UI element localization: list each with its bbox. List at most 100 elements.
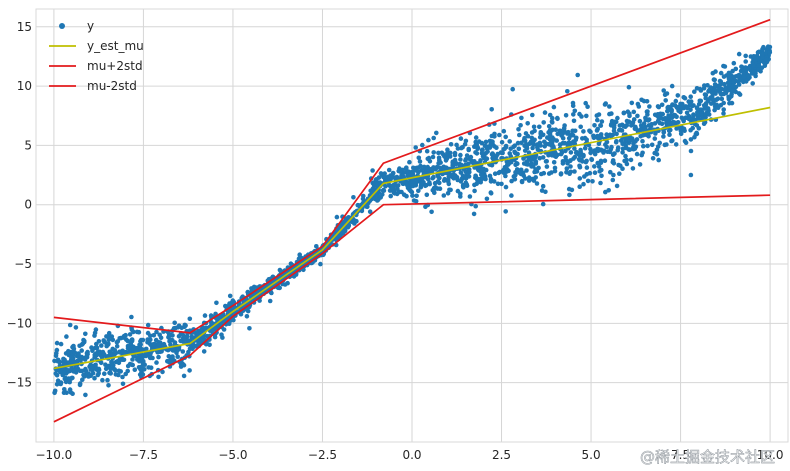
- scatter-point: [692, 134, 697, 140]
- scatter-point: [722, 64, 728, 69]
- legend-label: y: [87, 19, 94, 33]
- scatter-point: [540, 201, 546, 207]
- scatter-point: [515, 140, 521, 146]
- scatter-point: [491, 179, 497, 184]
- scatter-point: [105, 342, 111, 347]
- scatter-point: [669, 115, 675, 120]
- scatter-point: [496, 170, 502, 176]
- scatter-point: [471, 211, 477, 217]
- scatter-point: [77, 382, 83, 388]
- scatter-point: [752, 57, 758, 63]
- scatter-point: [632, 144, 638, 150]
- scatter-point: [127, 350, 132, 355]
- scatter-point: [176, 334, 182, 339]
- x-axis-ticks: −10.0 −7.5 −5.0 −2.5 0.0 2.5 5.0 7.5 10.0: [36, 448, 784, 462]
- scatter-point: [227, 301, 232, 306]
- scatter-point: [472, 182, 477, 188]
- scatter-point: [413, 199, 419, 204]
- scatter-point: [623, 124, 628, 129]
- scatter-point: [459, 145, 464, 151]
- scatter-point: [484, 196, 490, 202]
- scatter-point: [101, 338, 106, 343]
- scatter-point: [665, 104, 671, 110]
- scatter-point: [99, 343, 104, 348]
- scatter-point: [492, 171, 498, 176]
- scatter-point: [202, 313, 208, 318]
- scatter-point: [533, 161, 539, 166]
- scatter-point: [555, 115, 560, 121]
- scatter-point: [461, 185, 466, 190]
- scatter-point: [155, 349, 160, 355]
- scatter-point: [540, 155, 546, 160]
- scatter-point: [56, 380, 62, 386]
- scatter-point: [584, 165, 590, 170]
- scatter-point: [657, 140, 662, 146]
- scatter-point: [731, 60, 737, 66]
- scatter-point: [585, 178, 591, 184]
- scatter-point: [630, 121, 635, 127]
- scatter-point: [560, 161, 566, 166]
- scatter-point: [502, 146, 507, 151]
- scatter-point: [577, 153, 582, 158]
- scatter-point: [120, 374, 125, 380]
- scatter-point: [635, 101, 641, 107]
- scatter-point: [604, 139, 610, 145]
- scatter-point: [184, 334, 190, 339]
- scatter-point: [638, 134, 643, 139]
- scatter-point: [432, 180, 438, 186]
- scatter-point: [537, 155, 542, 161]
- scatter-point: [721, 111, 726, 116]
- scatter-point: [599, 119, 605, 124]
- scatter-point: [503, 209, 509, 214]
- scatter-point: [723, 90, 729, 96]
- scatter-point: [65, 368, 71, 373]
- scatter-point: [626, 140, 632, 145]
- scatter-point: [447, 170, 452, 176]
- scatter-point: [592, 170, 598, 175]
- scatter-point: [688, 94, 693, 99]
- scatter-point: [414, 193, 419, 199]
- scatter-point: [625, 135, 630, 141]
- scatter-point: [398, 169, 403, 174]
- scatter-point: [695, 112, 700, 117]
- scatter-point: [617, 123, 623, 128]
- scatter-point: [203, 325, 209, 331]
- scatter-point: [727, 79, 732, 84]
- scatter-point: [710, 96, 715, 102]
- scatter-point: [114, 343, 120, 349]
- scatter-point: [297, 252, 303, 257]
- scatter-point: [436, 174, 441, 179]
- scatter-point: [751, 54, 757, 59]
- scatter-point: [370, 186, 376, 191]
- scatter-point: [479, 151, 485, 156]
- scatter-point: [614, 183, 620, 189]
- scatter-point: [743, 59, 748, 64]
- scatter-point: [170, 355, 175, 361]
- scatter-point: [80, 377, 85, 383]
- scatter-point: [473, 203, 479, 209]
- scatter-point: [551, 160, 557, 165]
- scatter-point: [673, 98, 679, 104]
- scatter-point: [431, 150, 437, 155]
- scatter-point: [736, 91, 742, 96]
- scatter-point: [123, 332, 128, 338]
- scatter-point: [664, 142, 669, 147]
- scatter-point: [532, 128, 537, 134]
- scatter-point: [672, 113, 678, 118]
- scatter-point: [507, 151, 512, 156]
- scatter-point: [684, 110, 690, 116]
- scatter-point: [58, 341, 64, 347]
- scatter-point: [407, 159, 412, 165]
- y-axis-ticks: −15 −10 −5 0 5 10 15: [7, 20, 32, 390]
- scatter-point: [156, 374, 161, 380]
- scatter-point: [736, 51, 742, 57]
- scatter-point: [599, 167, 604, 173]
- scatter-point: [621, 110, 627, 116]
- scatter-point: [445, 147, 450, 152]
- scatter-point: [639, 152, 644, 158]
- scatter-point: [596, 141, 602, 146]
- scatter-point: [611, 128, 617, 133]
- scatter-point: [715, 96, 721, 101]
- scatter-point: [160, 369, 165, 375]
